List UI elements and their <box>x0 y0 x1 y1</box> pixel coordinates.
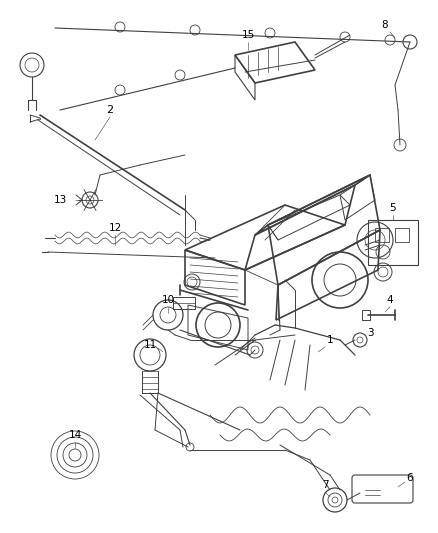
Text: 4: 4 <box>387 295 393 305</box>
Bar <box>375 228 389 242</box>
Text: 5: 5 <box>390 203 396 213</box>
Text: 10: 10 <box>162 295 175 305</box>
Text: 7: 7 <box>321 480 328 490</box>
Text: 13: 13 <box>53 195 67 205</box>
Text: 14: 14 <box>68 430 81 440</box>
Bar <box>362 310 370 320</box>
Text: 11: 11 <box>143 340 157 350</box>
Bar <box>395 228 409 242</box>
Text: 3: 3 <box>367 328 373 338</box>
Text: 2: 2 <box>106 105 113 115</box>
Text: 12: 12 <box>108 223 122 233</box>
Text: 8: 8 <box>381 20 389 30</box>
Bar <box>368 220 418 265</box>
Text: 15: 15 <box>241 30 254 40</box>
Bar <box>173 297 195 309</box>
Text: 1: 1 <box>327 335 333 345</box>
Text: 6: 6 <box>407 473 413 483</box>
